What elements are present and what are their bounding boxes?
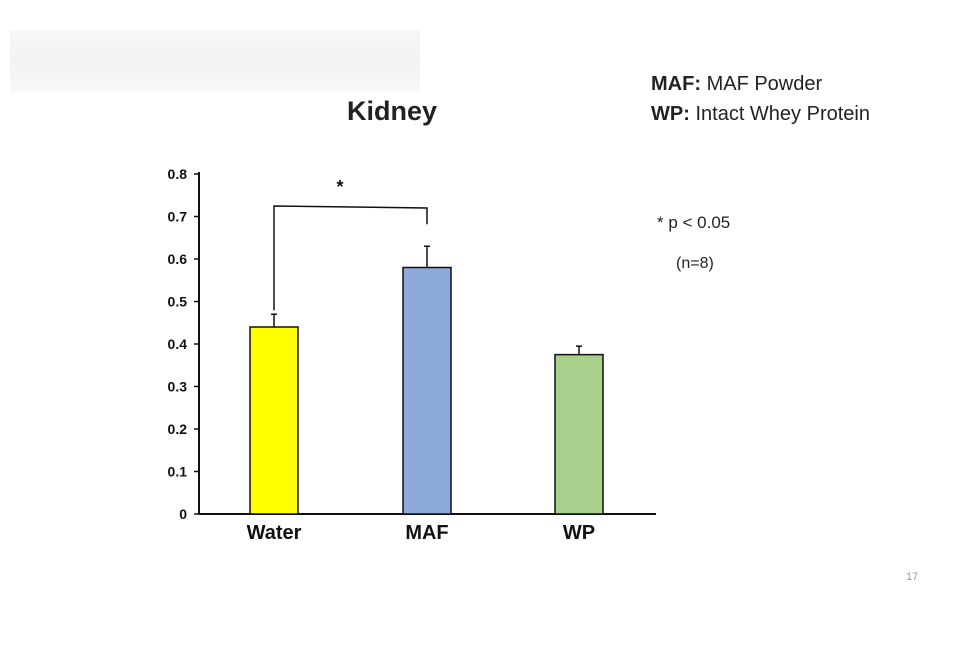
legend-separator-maf: :: [694, 73, 701, 95]
y-tick-label: 0.1: [168, 464, 188, 480]
y-tick-label: 0.4: [168, 336, 188, 352]
bar-maf: [402, 266, 452, 515]
legend-row-maf: MAF: MAF Powder: [651, 69, 870, 99]
chart-root: Kidney 0 0.1 0.2 0.3 0.4 0.5 0.6 0.7 0.8 Water MAF W…: [168, 96, 656, 544]
sample-size-note: (n=8): [676, 255, 714, 272]
page-number: 17: [906, 571, 919, 583]
legend-full-name-maf: MAF Powder: [706, 73, 823, 95]
y-tick-label: 0.6: [168, 251, 188, 267]
y-tick-label: 0.2: [168, 421, 188, 437]
y-tick-label: 0.5: [168, 294, 188, 310]
bar-water: [249, 326, 299, 515]
x-tick-label-wp: WP: [563, 522, 595, 544]
y-tick-label: 0.7: [168, 209, 188, 225]
y-tick-label: 0.3: [168, 379, 188, 395]
y-tick-label: 0: [179, 506, 187, 522]
legend-full-name-wp: Intact Whey Protein: [695, 103, 870, 125]
legend-abbr-wp: WP: [651, 103, 684, 125]
significance-bracket: [273, 205, 428, 311]
chart-title: Kidney: [347, 96, 437, 126]
x-tick-label-maf: MAF: [405, 522, 448, 544]
legend-abbr-maf: MAF: [651, 73, 695, 95]
significance-star: *: [336, 177, 343, 197]
legend-row-wp: WP: Intact Whey Protein: [651, 99, 870, 129]
significance-note: * p < 0.05: [657, 213, 731, 232]
top-faded-band: [10, 30, 420, 92]
abbreviation-legend: MAF: MAF Powder WP: Intact Whey Protein: [651, 69, 870, 129]
legend-separator-wp: :: [683, 103, 690, 125]
bar-wp: [554, 353, 604, 515]
x-tick-label-water: Water: [247, 522, 302, 544]
y-tick-label: 0.8: [168, 166, 188, 182]
